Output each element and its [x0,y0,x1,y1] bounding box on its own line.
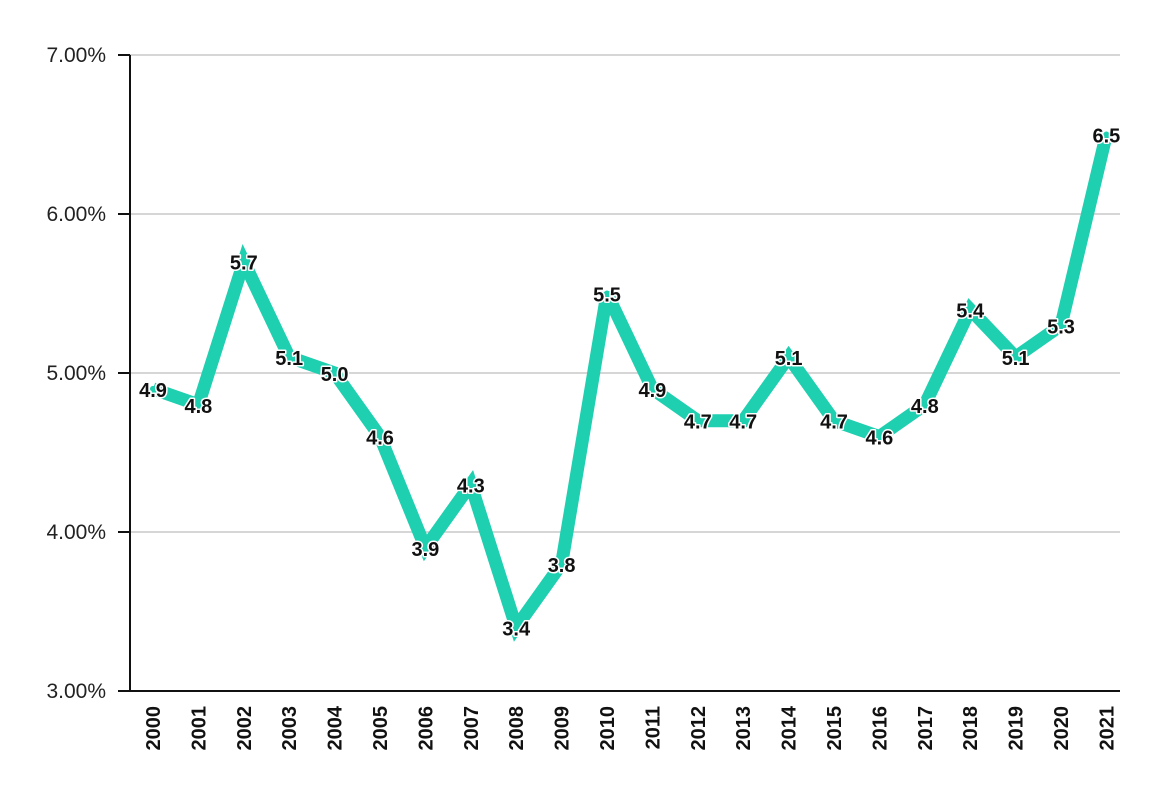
x-tick-label: 2008 [506,706,528,751]
x-tick-label: 2015 [824,706,846,751]
data-label: 4.9 [638,380,666,402]
data-point [513,624,520,631]
x-tick-label: 2012 [688,706,710,751]
x-tick-label: 2002 [234,706,256,751]
series-line [150,132,1113,642]
y-tick-label: 6.00% [46,203,106,226]
x-tick-label: 2018 [960,706,982,751]
y-tick-label: 3.00% [46,680,106,703]
series-line-group [150,131,1113,642]
data-point [604,290,610,297]
data-point [967,306,974,313]
data-label: 4.7 [729,412,757,434]
data-label: 5.7 [230,253,258,275]
data-point [694,417,701,424]
data-label: 4.7 [820,412,848,434]
data-point [377,433,383,440]
data-label: 5.3 [1047,316,1075,338]
data-point [785,354,792,361]
x-tick-label: 2009 [552,706,574,751]
data-labels: 4.9 4.8 5.7 5.1 5.0 4.6 3.9 4.3 3.4 3.8 5.5 4.9 4.7 4… [138,124,1122,642]
x-tick-label: 2001 [188,706,210,751]
x-tick-label: 2020 [1051,706,1073,751]
x-tick-label: 2010 [597,706,619,751]
x-tick-label: 2003 [279,706,301,751]
data-point [150,385,156,392]
x-tick-label: 2004 [325,705,347,750]
data-point [467,481,474,488]
y-tick-label: 7.00% [46,44,106,67]
x-tick-label: 2006 [415,706,437,751]
y-tick-label: 4.00% [46,521,106,544]
data-label: 3.4 [502,618,531,640]
data-point [649,385,656,392]
data-point [921,401,928,408]
data-point [1058,322,1064,329]
data-label: 5.1 [775,348,803,370]
data-point [286,354,293,361]
data-point [331,370,338,376]
gridlines [130,54,1120,533]
data-label: 4.7 [684,412,712,434]
data-label: 5.1 [275,348,303,370]
x-tick-label: 2019 [1006,706,1028,751]
data-point [1103,131,1110,138]
x-tick-label: 2013 [733,706,755,751]
data-point [876,433,883,440]
data-label: 5.1 [1002,348,1030,370]
x-tick-label: 2011 [642,706,664,749]
x-tick-label: 2000 [143,706,165,751]
data-point [422,544,429,551]
data-label: 3.9 [411,539,439,561]
data-label: 4.6 [366,428,394,450]
data-point [195,401,202,408]
data-point [558,560,565,567]
y-tick-label: 5.00% [46,362,106,385]
y-axis-ticks: 3.00% 4.00% 5.00% 6.00% 7.00% [46,44,130,703]
x-tick-label: 2016 [869,706,891,751]
data-label: 5.0 [321,364,349,386]
data-point [740,417,747,424]
data-point [1012,354,1019,361]
data-label: 4.9 [139,380,167,402]
x-tick-label: 2021 [1096,706,1118,751]
data-label: 4.8 [911,396,939,418]
x-tick-label: 2007 [461,706,483,751]
data-label: 5.4 [956,300,985,322]
x-tick-label: 2014 [779,705,801,750]
data-point [831,417,837,424]
data-label: 4.8 [184,396,212,418]
x-tick-label: 2017 [915,706,937,751]
data-label: 4.3 [457,475,485,497]
x-axis-ticks: 2000 2001 2002 2003 2004 2005 2006 2007 2008 2009… [143,705,1118,750]
data-label: 6.5 [1092,126,1120,148]
x-tick-label: 2005 [370,706,392,751]
data-label: 4.6 [865,428,893,450]
data-label: 3.8 [548,555,576,577]
data-label: 5.5 [593,285,621,307]
data-point [240,258,247,265]
